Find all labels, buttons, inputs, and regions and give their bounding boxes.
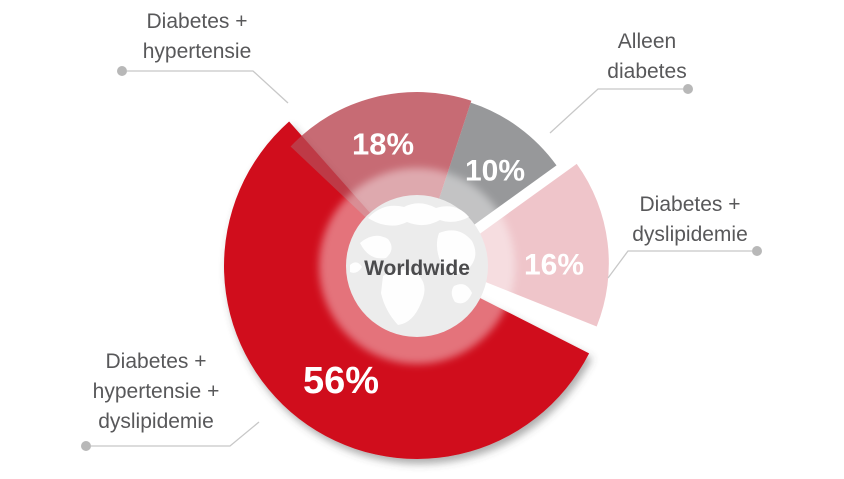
leader-line-diabetes-hypertensie-dyslipidemie bbox=[91, 421, 260, 447]
callout-label-diabetes-hypertensie: Diabetes + hypertensie bbox=[143, 7, 252, 67]
percent-label-diabetes-hypertensie-dyslipidemie: 56% bbox=[303, 360, 379, 402]
globe-continents bbox=[350, 203, 476, 325]
continent-shape bbox=[360, 235, 392, 259]
leader-dot-diabetes-dyslipidemie bbox=[752, 246, 762, 256]
leader-line-diabetes-hypertensie bbox=[127, 70, 289, 104]
callout-label-line: dyslipidemie bbox=[632, 223, 748, 246]
callout-label-line: Diabetes + bbox=[639, 193, 741, 216]
pie-slice-diabetes-dyslipidemie bbox=[438, 163, 609, 327]
leader-line-diabetes-dyslipidemie bbox=[607, 250, 752, 279]
callout-label-line: dyslipidemie bbox=[98, 410, 214, 433]
continent-shape bbox=[350, 262, 362, 273]
leader-dot-diabetes-hypertensie bbox=[117, 66, 127, 76]
leader-dot-diabetes-hypertensie-dyslipidemie bbox=[81, 441, 91, 451]
callout-label-line: hypertensie bbox=[142, 40, 252, 63]
callout-label-line: Alleen bbox=[617, 30, 677, 53]
leader-line-alleen-diabetes bbox=[549, 88, 683, 134]
callout-leader-lines bbox=[81, 66, 762, 451]
percent-label-alleen-diabetes: 10% bbox=[465, 155, 525, 188]
percent-labels: 10% 16% 56% 18% bbox=[303, 127, 584, 403]
percent-label-diabetes-dyslipidemie: 16% bbox=[524, 249, 584, 282]
continent-shape bbox=[451, 284, 472, 304]
center-label: Worldwide bbox=[364, 257, 470, 280]
callout-label-line: hypertensie + bbox=[92, 380, 220, 403]
callout-label-diabetes-dyslipidemie: Diabetes + dyslipidemie bbox=[632, 190, 748, 250]
leader-dot-alleen-diabetes bbox=[683, 84, 693, 94]
callout-label-line: Diabetes + bbox=[105, 350, 207, 373]
globe-illustration: Worldwide bbox=[346, 195, 488, 337]
continent-shape bbox=[381, 269, 425, 325]
continent-shape bbox=[368, 203, 469, 226]
callout-label-diabetes-hypertensie-dyslipidemie: Diabetes + hypertensie + dyslipidemie bbox=[93, 347, 220, 437]
percent-label-diabetes-hypertensie: 18% bbox=[352, 127, 414, 162]
continent-shape bbox=[436, 230, 476, 275]
callout-label-alleen-diabetes: Alleen diabetes bbox=[607, 27, 686, 87]
callout-label-line: Diabetes + bbox=[146, 10, 248, 33]
callout-label-line: diabetes bbox=[607, 60, 687, 83]
